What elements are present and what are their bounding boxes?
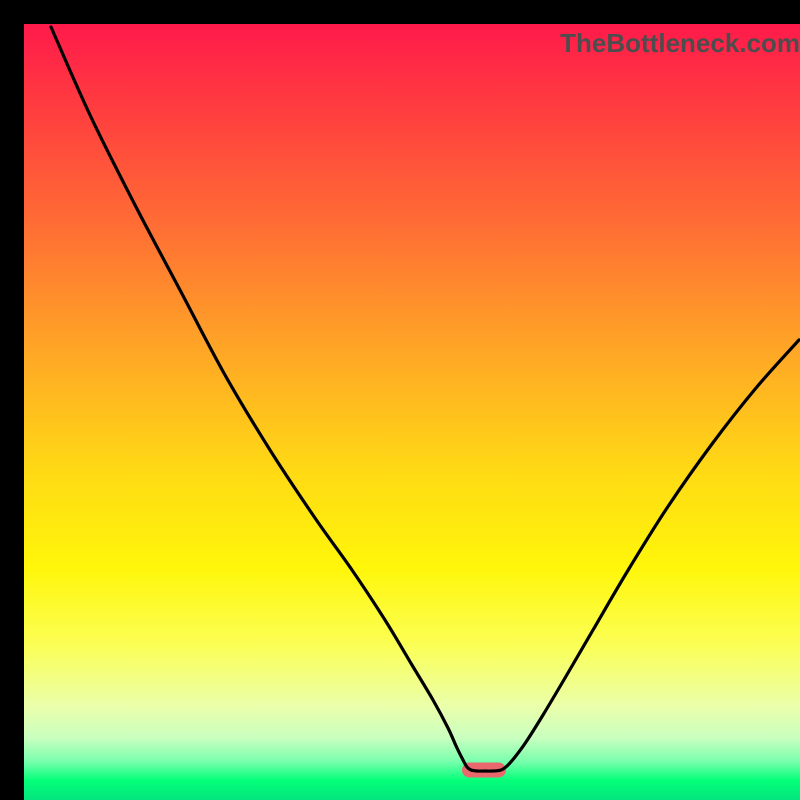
bottleneck-curve xyxy=(24,24,800,800)
plot-area: TheBottleneck.com xyxy=(24,24,800,800)
bottleneck-curve-path xyxy=(51,27,799,771)
chart-canvas: TheBottleneck.com xyxy=(0,0,800,800)
